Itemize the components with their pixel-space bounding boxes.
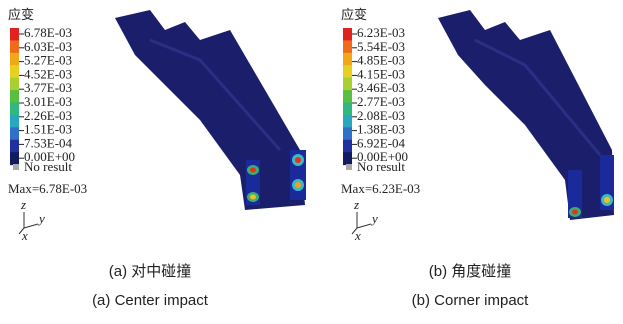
color-swatch (10, 103, 19, 116)
legend-title: 应变 (341, 7, 367, 22)
color-swatch (343, 40, 352, 53)
color-swatch (10, 78, 19, 91)
color-swatch (10, 115, 19, 128)
legend-label: 6.78E-03 (24, 25, 72, 40)
legend-title: 应变 (8, 7, 34, 22)
legend-label: 4.15E-03 (357, 66, 405, 81)
color-swatch (10, 65, 19, 78)
legend-label: 6.03E-03 (24, 39, 72, 54)
legend-label: 6.23E-03 (357, 25, 405, 40)
color-swatch (343, 140, 352, 153)
color-swatch (10, 40, 19, 53)
color-swatch (343, 65, 352, 78)
color-swatch (10, 140, 19, 153)
legend-label: 7.53E-04 (24, 135, 73, 150)
color-swatch (343, 152, 352, 165)
color-swatch (343, 28, 352, 41)
no-result-swatch (13, 164, 19, 170)
color-swatch (343, 127, 352, 140)
color-swatch (10, 53, 19, 66)
figure: 应变 6.78E-036.03E-035.27E-034.52E-033.77E-… (0, 0, 623, 324)
legend-label: 5.54E-03 (357, 39, 405, 54)
axis-x-label: x (354, 228, 361, 243)
axis-y-label: y (37, 211, 45, 226)
color-swatch (343, 53, 352, 66)
max-label: Max=6.78E-03 (8, 181, 87, 196)
beam-model-a (115, 10, 306, 210)
color-swatch (10, 28, 19, 41)
legend-label: 3.01E-03 (24, 94, 72, 109)
color-swatch (343, 115, 352, 128)
legend-label: 3.46E-03 (357, 80, 405, 95)
no-result-swatch (346, 164, 352, 170)
color-swatch (10, 152, 19, 165)
no-result-label: No result (24, 159, 72, 174)
caption-cn: (b) 角度碰撞 (429, 262, 512, 280)
color-swatch (343, 78, 352, 91)
beam-model-b (438, 10, 614, 220)
caption-cn: (a) 对中碰撞 (109, 262, 192, 280)
legend-label: 6.92E-04 (357, 135, 406, 150)
axis-z-label: z (20, 197, 26, 212)
caption-en: (b) Corner impact (412, 292, 530, 309)
color-swatch (10, 90, 19, 103)
legend-label: 4.52E-03 (24, 66, 72, 81)
axis-y-label: y (370, 211, 378, 226)
color-swatch (343, 90, 352, 103)
max-label: Max=6.23E-03 (341, 181, 420, 196)
legend-label: 2.26E-03 (24, 108, 72, 123)
legend-label: 5.27E-03 (24, 53, 72, 68)
caption-en: (a) Center impact (92, 292, 209, 309)
legend-label: 1.38E-03 (357, 122, 405, 137)
axis-x-label: x (21, 228, 28, 243)
axis-z-label: z (353, 197, 359, 212)
legend-label: 2.77E-03 (357, 94, 405, 109)
legend-label: 2.08E-03 (357, 108, 405, 123)
no-result-label: No result (357, 159, 405, 174)
color-swatch (10, 127, 19, 140)
legend-label: 3.77E-03 (24, 80, 72, 95)
legend-label: 1.51E-03 (24, 122, 72, 137)
legend-label: 4.85E-03 (357, 53, 405, 68)
color-swatch (343, 103, 352, 116)
